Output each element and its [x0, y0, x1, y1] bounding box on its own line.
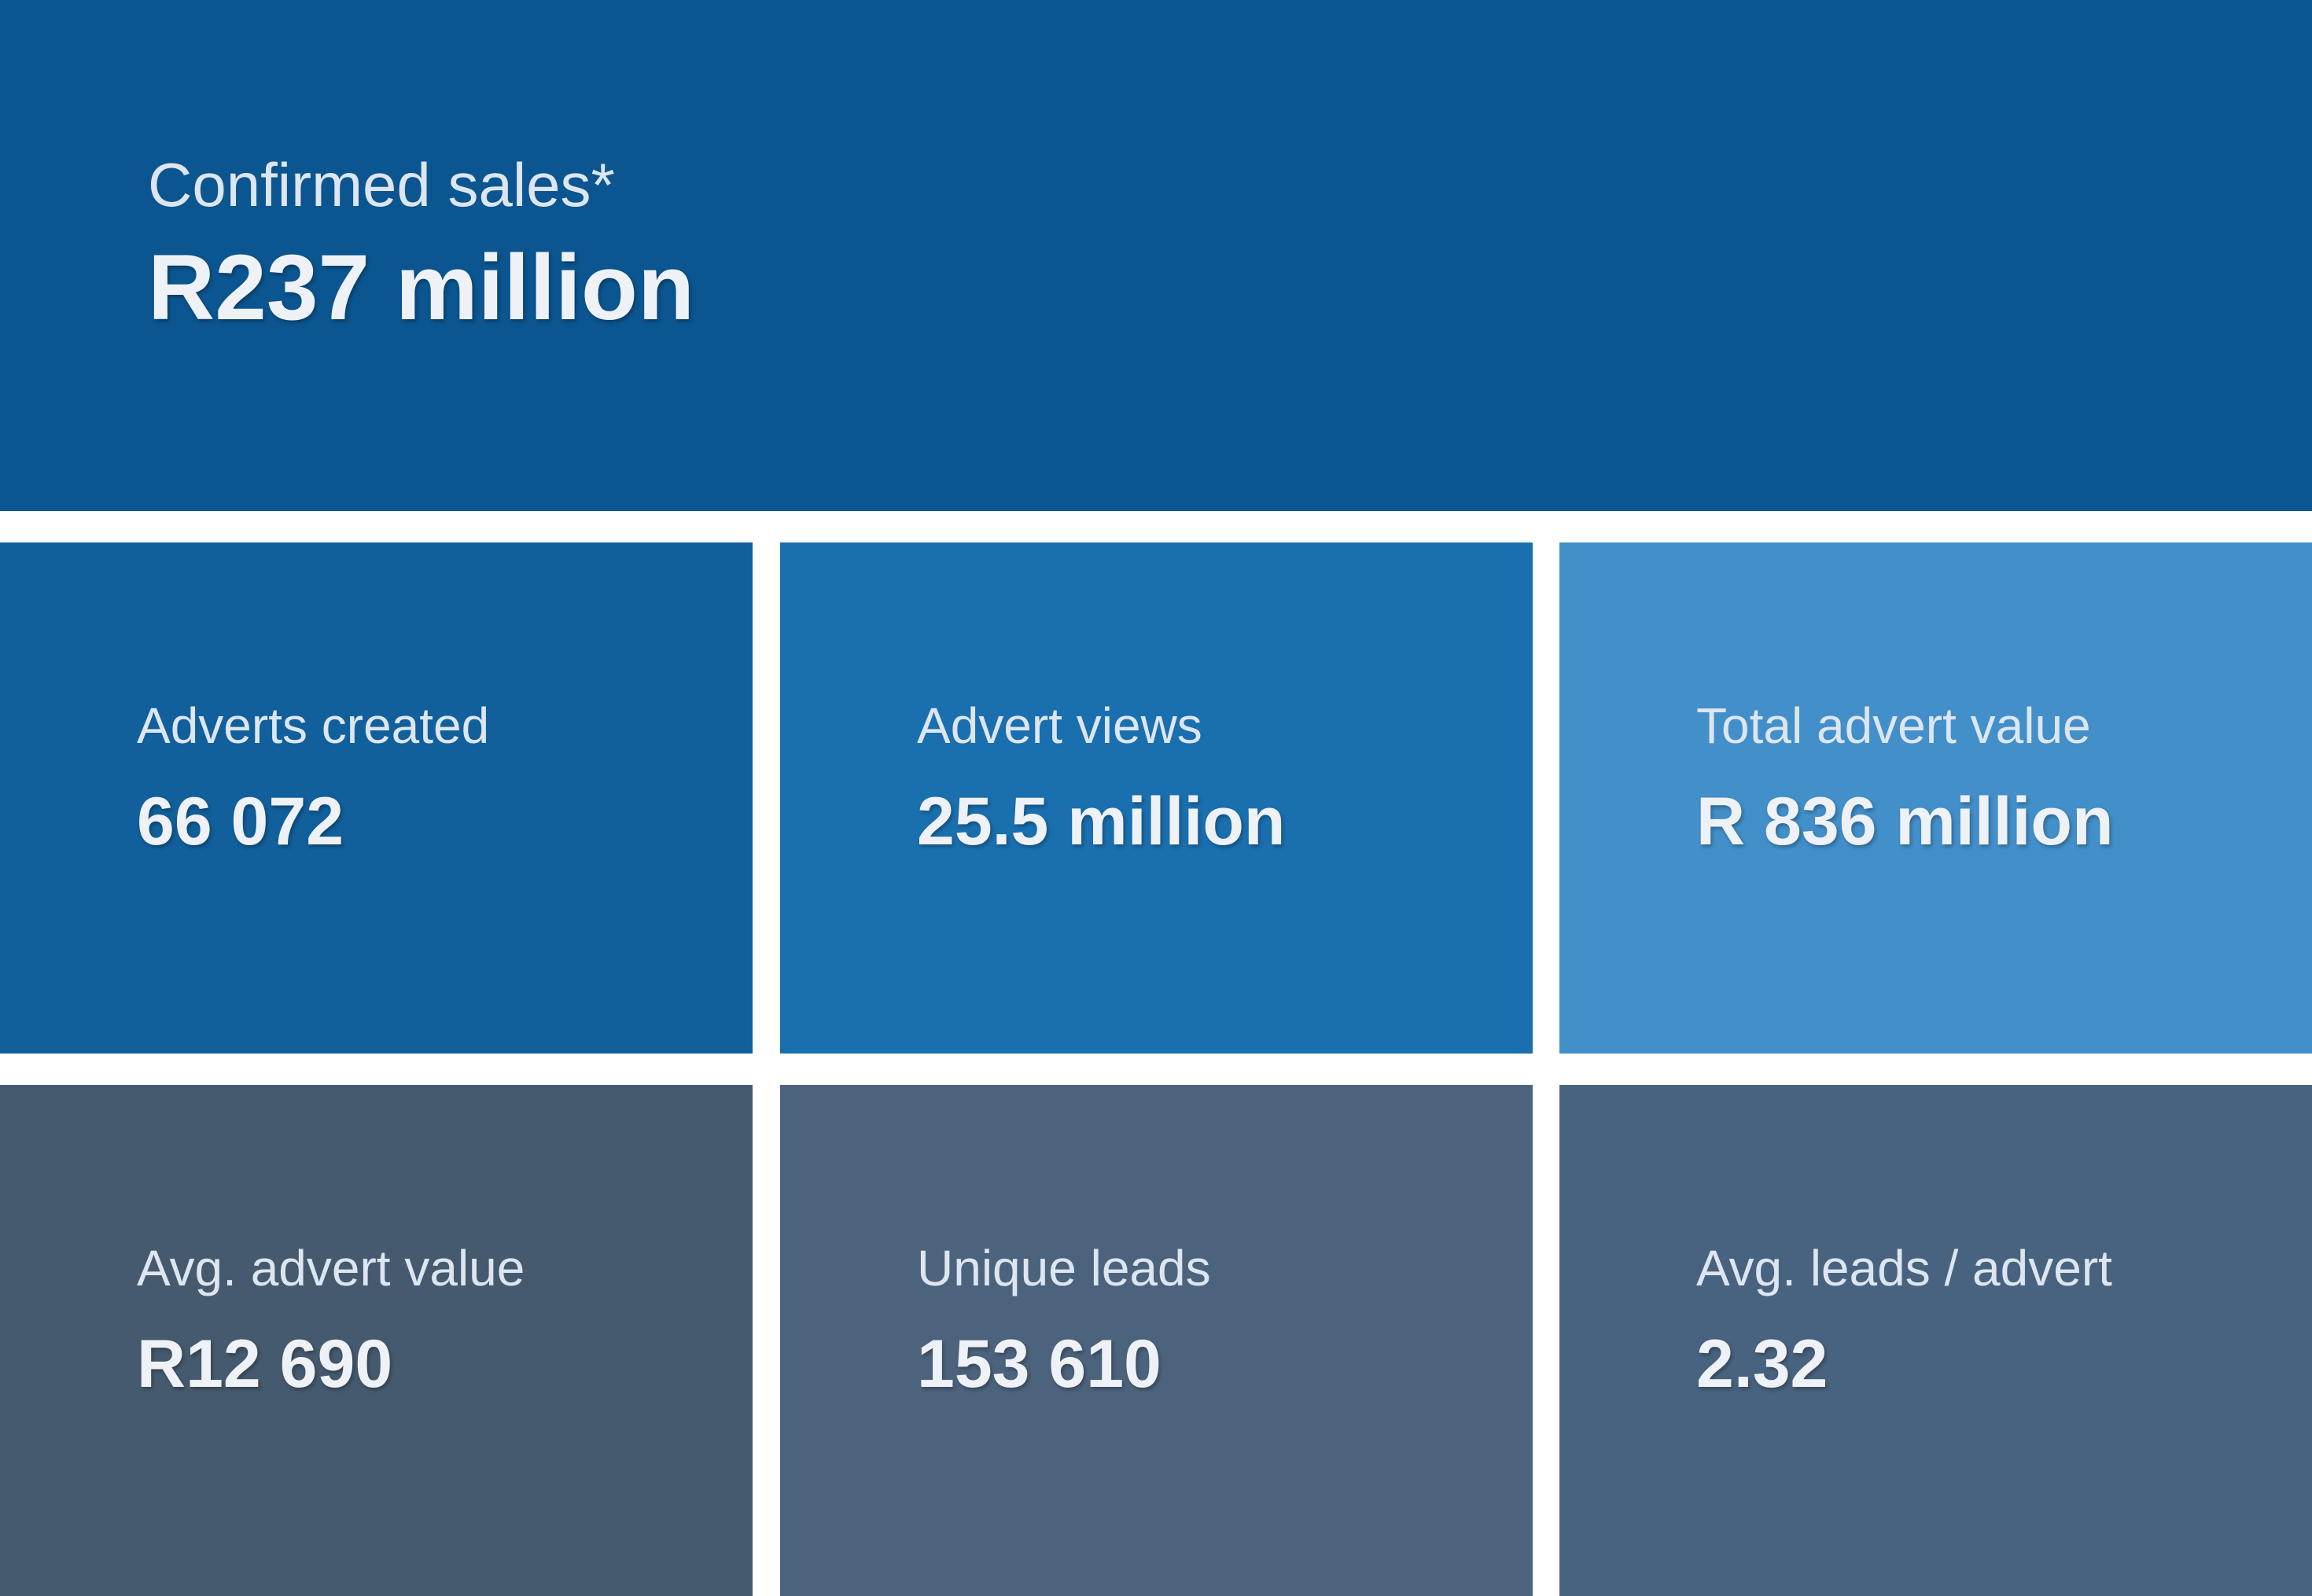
- advert-views-label: Advert views: [917, 697, 1202, 754]
- advert-views-tile: Advert views 25.5 million: [780, 542, 1533, 1054]
- confirmed-sales-tile: Confirmed sales* R237 million: [0, 0, 2312, 511]
- avg-advert-value-label: Avg. advert value: [137, 1240, 525, 1296]
- avg-leads-per-advert-value: 2.32: [1696, 1326, 1828, 1402]
- adverts-created-value: 66 072: [137, 784, 344, 859]
- confirmed-sales-value: R237 million: [148, 236, 695, 340]
- unique-leads-label: Unique leads: [917, 1240, 1211, 1296]
- avg-advert-value-tile: Avg. advert value R12 690: [0, 1085, 753, 1596]
- adverts-created-label: Adverts created: [137, 697, 490, 754]
- avg-leads-per-advert-label: Avg. leads / advert: [1696, 1240, 2112, 1296]
- avg-advert-value-value: R12 690: [137, 1326, 393, 1402]
- advert-views-value: 25.5 million: [917, 784, 1286, 859]
- total-advert-value-value: R 836 million: [1696, 784, 2114, 859]
- avg-leads-per-advert-tile: Avg. leads / advert 2.32: [1559, 1085, 2312, 1596]
- total-advert-value-tile: Total advert value R 836 million: [1559, 542, 2312, 1054]
- confirmed-sales-label: Confirmed sales*: [148, 150, 615, 219]
- adverts-created-tile: Adverts created 66 072: [0, 542, 753, 1054]
- total-advert-value-label: Total advert value: [1696, 697, 2091, 754]
- unique-leads-value: 153 610: [917, 1326, 1162, 1402]
- unique-leads-tile: Unique leads 153 610: [780, 1085, 1533, 1596]
